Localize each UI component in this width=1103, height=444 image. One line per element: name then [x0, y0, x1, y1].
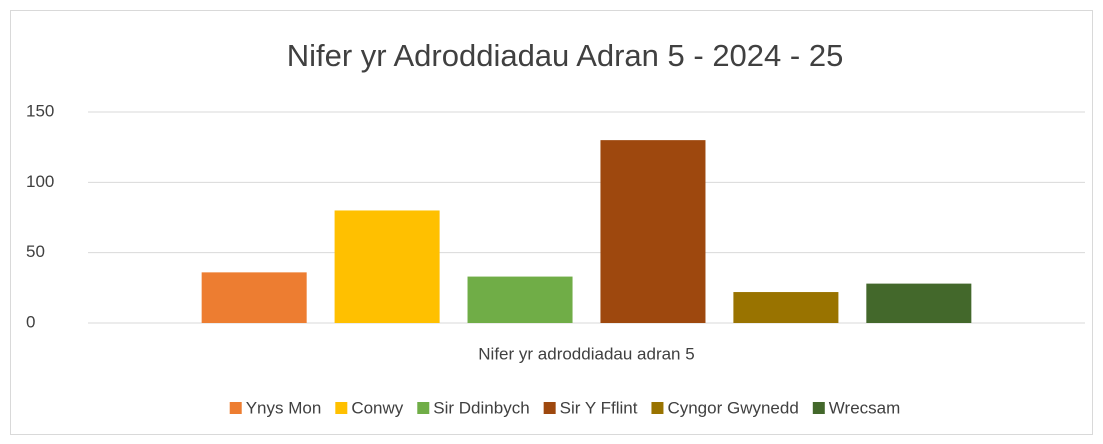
legend-label: Conwy: [351, 398, 403, 417]
legend-label: Ynys Mon: [246, 398, 322, 417]
legend-swatch: [651, 402, 664, 414]
chart-title: Nifer yr Adroddiadau Adran 5 - 2024 - 25: [287, 38, 844, 73]
bar: [733, 292, 839, 323]
bar: [334, 210, 440, 323]
y-tick-label: 100: [26, 172, 54, 191]
bar: [201, 272, 307, 323]
bar: [467, 276, 573, 323]
x-tick-label: Nifer yr adroddiadau adran 5: [478, 344, 694, 363]
legend-swatch: [543, 402, 556, 414]
y-tick-label: 50: [26, 242, 45, 261]
bar: [600, 140, 706, 323]
legend-label: Cyngor Gwynedd: [667, 398, 798, 417]
chart-border: [10, 10, 1093, 435]
legend-swatch: [229, 402, 242, 414]
bar: [866, 283, 972, 323]
legend-label: Sir Y Fflint: [560, 398, 638, 417]
legend-swatch: [335, 402, 348, 414]
legend-swatch: [812, 402, 825, 414]
y-tick-label: 150: [26, 101, 54, 120]
y-tick-label: 0: [26, 312, 35, 331]
legend-swatch: [417, 402, 430, 414]
legend-label: Wrecsam: [829, 398, 900, 417]
legend-label: Sir Ddinbych: [433, 398, 529, 417]
